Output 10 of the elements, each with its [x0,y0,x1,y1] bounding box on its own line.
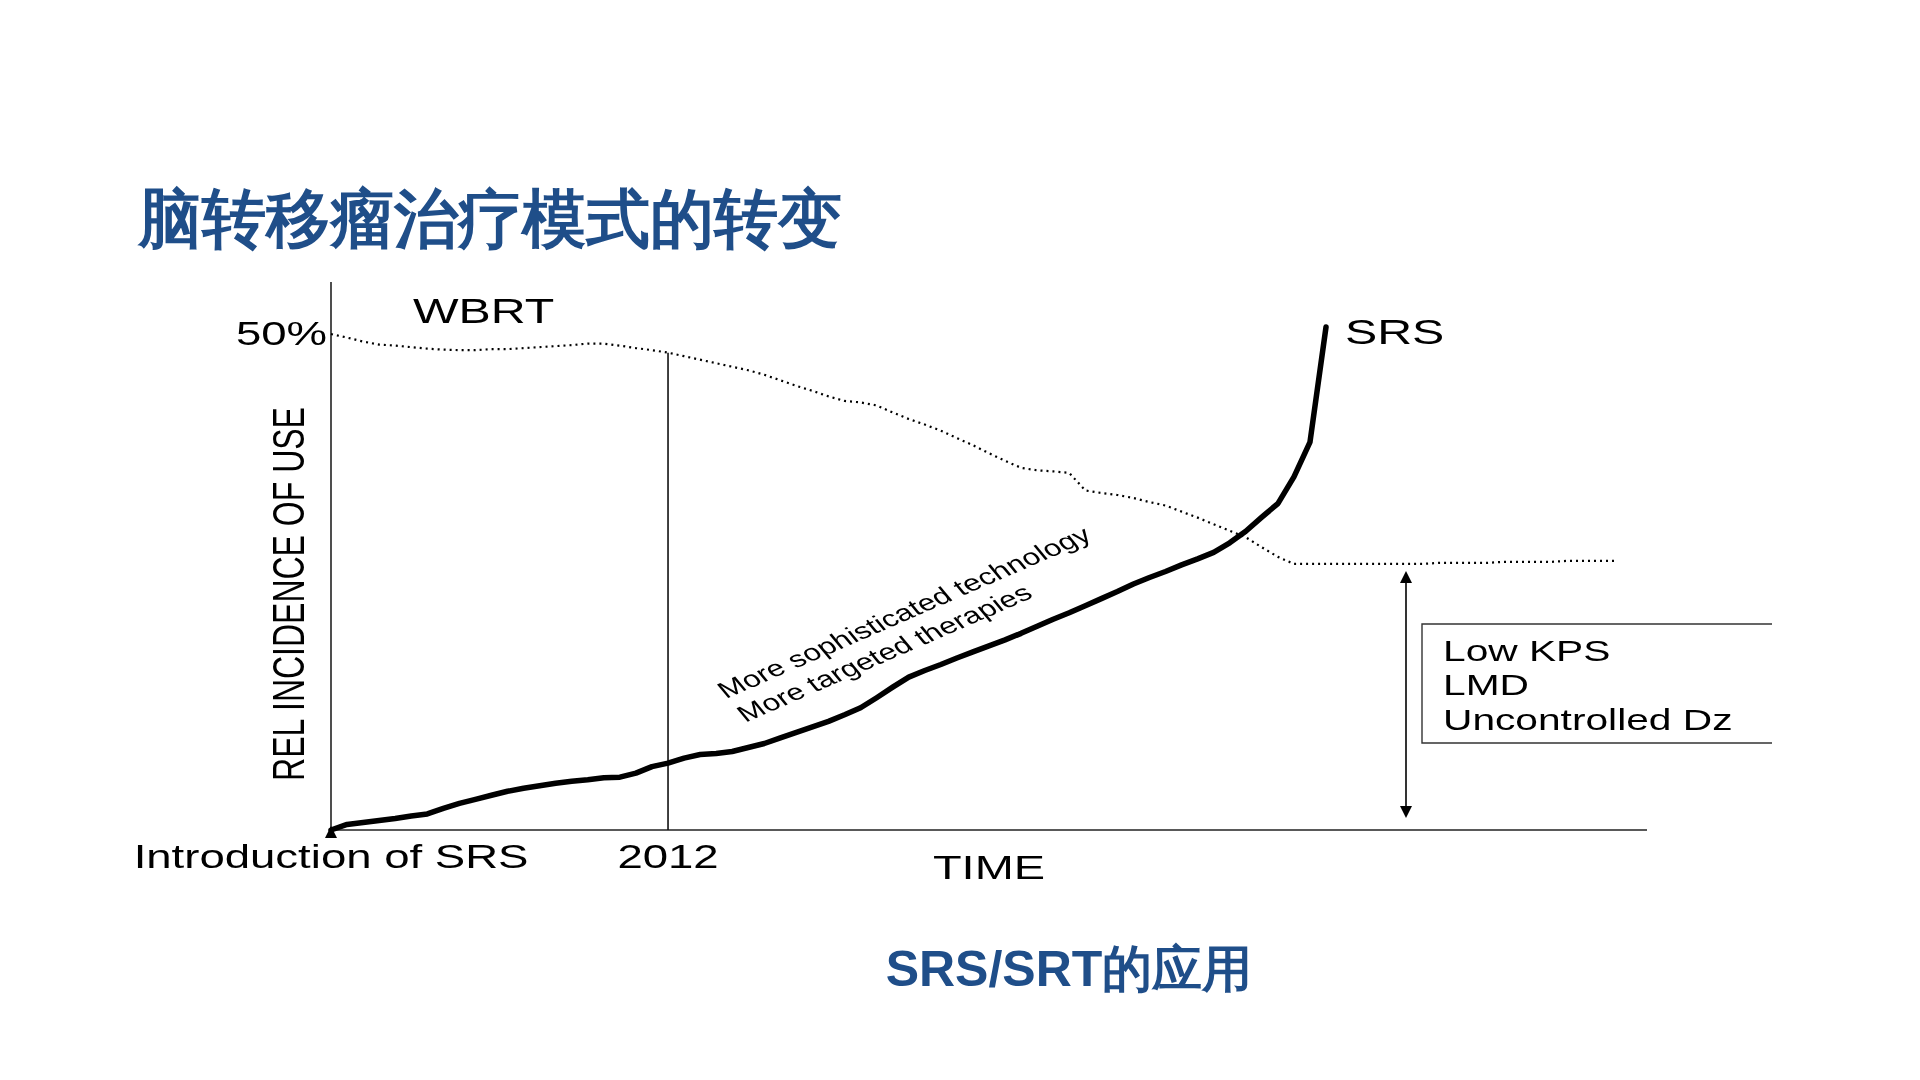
text: 50% [235,315,327,352]
x-tick-label: Introduction of SRS [133,838,529,875]
x-tick-label: 2012 [617,838,719,875]
x-axis-title: TIME [932,848,1046,887]
text: SRS/SRT的应用 [885,941,1253,997]
y-axis-title: REL INCIDENCE OF USE [263,407,314,781]
series-label: WBRT [413,291,555,331]
chart-title: 脑转移瘤治疗模式的转变 [137,183,842,255]
annotation: Low KPS LMD Uncontrolled Dz [1443,634,1733,737]
series-label: SRS [1345,312,1445,352]
